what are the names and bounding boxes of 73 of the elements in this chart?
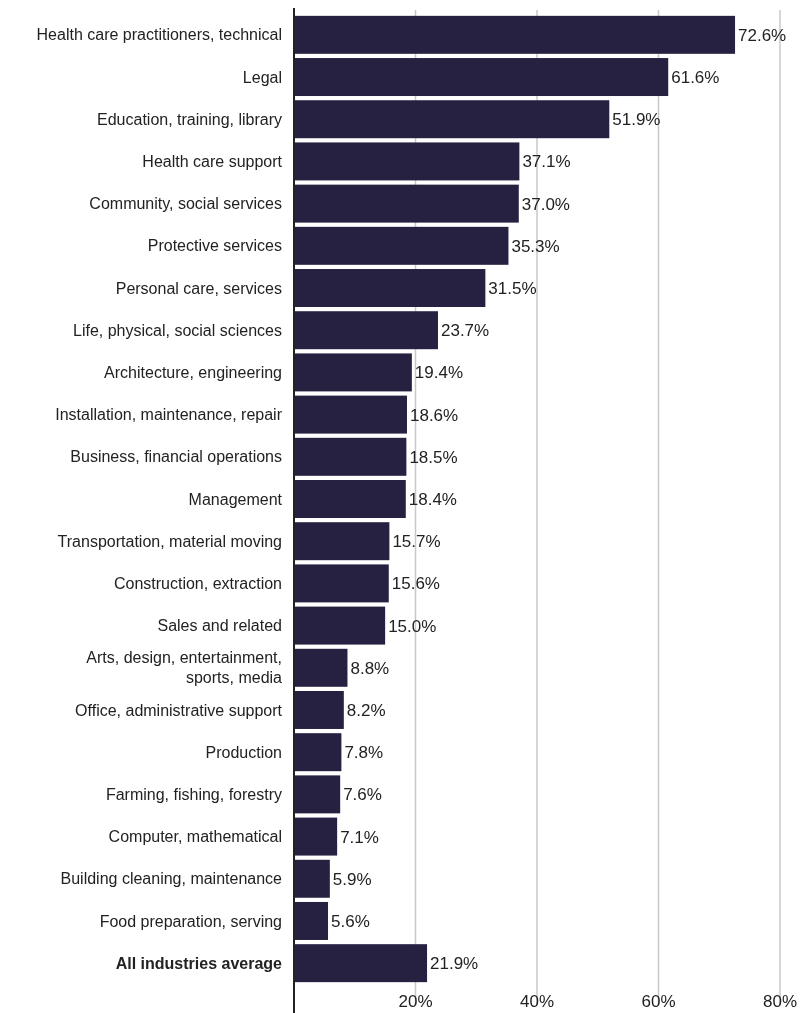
data-label: 7.6% xyxy=(343,785,382,805)
bar xyxy=(294,691,344,729)
bar xyxy=(294,648,348,687)
data-label: 7.1% xyxy=(340,827,379,847)
y-tick-label: Health care support xyxy=(142,153,283,171)
data-label: 15.7% xyxy=(392,532,441,552)
data-label: 5.9% xyxy=(332,869,372,889)
x-tick-label: 80% xyxy=(762,992,798,1011)
data-label: 31.5% xyxy=(488,278,537,298)
bar xyxy=(294,437,407,476)
y-tick-label: Computer, mathematical xyxy=(108,828,282,846)
x-tick-label: 40% xyxy=(519,992,555,1011)
bar xyxy=(294,184,519,223)
y-tick-label: Education, training, library xyxy=(97,110,282,128)
bar xyxy=(294,733,342,772)
bar xyxy=(294,353,412,392)
bar xyxy=(294,226,509,265)
data-label: 18.4% xyxy=(408,489,457,509)
y-tick-label: Arts, design, entertainment, sports, media xyxy=(86,649,283,687)
y-tick-label: Personal care, services xyxy=(115,279,282,297)
bar xyxy=(294,817,338,856)
bar xyxy=(294,480,406,518)
bar xyxy=(294,901,329,940)
y-tick-label: Architecture, engineering xyxy=(104,364,282,382)
data-label: 5.6% xyxy=(331,911,370,931)
y-tick-label: Business, financial operations xyxy=(70,448,282,466)
y-tick-label: Life, physical, social sciences xyxy=(73,321,282,339)
data-label: 15.6% xyxy=(391,574,440,594)
bar xyxy=(294,395,407,434)
y-tick-label: Community, social services xyxy=(89,195,282,213)
bar xyxy=(294,100,610,139)
data-label: 21.9% xyxy=(430,954,479,974)
y-tick-label: Office, administrative support xyxy=(75,701,283,719)
data-label: 18.5% xyxy=(409,447,458,467)
data-label: 23.7% xyxy=(440,321,490,341)
bar xyxy=(294,564,389,603)
y-tick-label: Health care practitioners, technical xyxy=(36,26,282,44)
y-tick-label: Sales and related xyxy=(157,617,282,635)
data-label: 61.6% xyxy=(671,67,720,87)
x-tick-label: 60% xyxy=(641,992,676,1011)
data-label: 7.8% xyxy=(344,743,384,763)
y-tick-label: Transportation, material moving xyxy=(57,532,282,550)
bar xyxy=(294,58,669,97)
y-tick-label: Management xyxy=(188,490,283,508)
data-label: 8.2% xyxy=(346,700,386,720)
bar xyxy=(294,859,330,898)
y-tick-label: Farming, fishing, forestry xyxy=(105,785,282,803)
data-label: 18.6% xyxy=(409,405,459,425)
data-label: 8.8% xyxy=(350,658,390,678)
bar xyxy=(294,311,438,350)
bar xyxy=(294,269,486,307)
y-tick-label: Protective services xyxy=(147,237,282,255)
bar xyxy=(294,606,386,645)
data-label: 37.0% xyxy=(521,194,570,214)
data-label: 72.6% xyxy=(738,25,787,45)
y-tick-label: Food preparation, serving xyxy=(99,912,282,930)
y-tick-label: Building cleaning, maintenance xyxy=(60,870,283,888)
data-label: 35.3% xyxy=(511,236,560,256)
y-tick-label: Production xyxy=(205,743,282,761)
bar xyxy=(294,142,520,181)
data-label: 37.1% xyxy=(522,152,571,172)
y-tick-label: Installation, maintenance, repair xyxy=(55,406,283,424)
data-label: 51.9% xyxy=(612,110,661,130)
x-tick-label: 20% xyxy=(398,992,433,1011)
data-label: 19.4% xyxy=(414,363,464,383)
bar xyxy=(294,15,736,54)
y-tick-label: Legal xyxy=(242,68,282,86)
data-label: 15.0% xyxy=(388,616,437,636)
bar xyxy=(294,944,428,983)
y-tick-label: Construction, extraction xyxy=(113,574,282,592)
bar xyxy=(294,522,390,561)
y-tick-label: All industries average xyxy=(115,954,283,972)
bar xyxy=(294,775,341,814)
